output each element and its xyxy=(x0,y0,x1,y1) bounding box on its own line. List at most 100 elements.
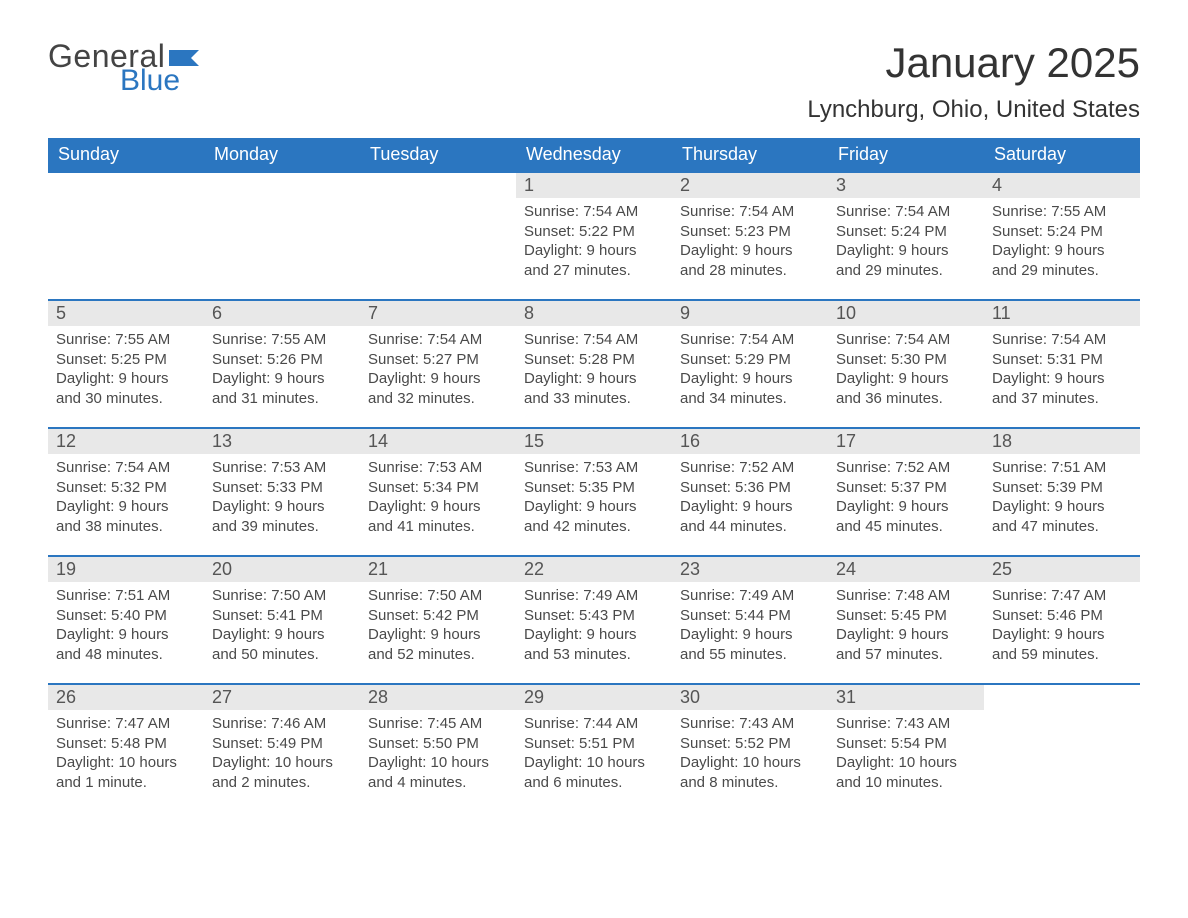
weekday-header: Friday xyxy=(828,138,984,172)
sunset-text: Sunset: 5:40 PM xyxy=(56,606,196,626)
calendar-cell: 8Sunrise: 7:54 AMSunset: 5:28 PMDaylight… xyxy=(516,300,672,428)
daylight-text: Daylight: 9 hours and 30 minutes. xyxy=(56,369,196,408)
sunrise-text: Sunrise: 7:55 AM xyxy=(56,330,196,350)
daylight-text: Daylight: 9 hours and 36 minutes. xyxy=(836,369,976,408)
weekday-header: Thursday xyxy=(672,138,828,172)
day-number: 5 xyxy=(48,301,204,326)
day-body: Sunrise: 7:44 AMSunset: 5:51 PMDaylight:… xyxy=(516,710,672,798)
day-body: Sunrise: 7:54 AMSunset: 5:22 PMDaylight:… xyxy=(516,198,672,286)
day-number: 1 xyxy=(516,173,672,198)
calendar-cell: 16Sunrise: 7:52 AMSunset: 5:36 PMDayligh… xyxy=(672,428,828,556)
sunrise-text: Sunrise: 7:53 AM xyxy=(212,458,352,478)
calendar-cell: 7Sunrise: 7:54 AMSunset: 5:27 PMDaylight… xyxy=(360,300,516,428)
weekday-header-row: SundayMondayTuesdayWednesdayThursdayFrid… xyxy=(48,138,1140,172)
sunset-text: Sunset: 5:23 PM xyxy=(680,222,820,242)
daylight-text: Daylight: 9 hours and 42 minutes. xyxy=(524,497,664,536)
calendar-cell xyxy=(204,172,360,300)
sunset-text: Sunset: 5:43 PM xyxy=(524,606,664,626)
calendar-cell: 25Sunrise: 7:47 AMSunset: 5:46 PMDayligh… xyxy=(984,556,1140,684)
calendar-cell xyxy=(984,684,1140,812)
day-number: 4 xyxy=(984,173,1140,198)
sunrise-text: Sunrise: 7:51 AM xyxy=(992,458,1132,478)
day-body: Sunrise: 7:54 AMSunset: 5:30 PMDaylight:… xyxy=(828,326,984,414)
sunset-text: Sunset: 5:41 PM xyxy=(212,606,352,626)
day-number: 9 xyxy=(672,301,828,326)
sunset-text: Sunset: 5:50 PM xyxy=(368,734,508,754)
weekday-header: Tuesday xyxy=(360,138,516,172)
daylight-text: Daylight: 9 hours and 53 minutes. xyxy=(524,625,664,664)
day-body: Sunrise: 7:50 AMSunset: 5:42 PMDaylight:… xyxy=(360,582,516,670)
day-body: Sunrise: 7:54 AMSunset: 5:31 PMDaylight:… xyxy=(984,326,1140,414)
calendar-cell: 21Sunrise: 7:50 AMSunset: 5:42 PMDayligh… xyxy=(360,556,516,684)
daylight-text: Daylight: 9 hours and 57 minutes. xyxy=(836,625,976,664)
sunset-text: Sunset: 5:26 PM xyxy=(212,350,352,370)
sunrise-text: Sunrise: 7:54 AM xyxy=(680,202,820,222)
calendar-cell: 20Sunrise: 7:50 AMSunset: 5:41 PMDayligh… xyxy=(204,556,360,684)
daylight-text: Daylight: 9 hours and 27 minutes. xyxy=(524,241,664,280)
day-body: Sunrise: 7:54 AMSunset: 5:24 PMDaylight:… xyxy=(828,198,984,286)
calendar-cell: 2Sunrise: 7:54 AMSunset: 5:23 PMDaylight… xyxy=(672,172,828,300)
calendar-cell: 27Sunrise: 7:46 AMSunset: 5:49 PMDayligh… xyxy=(204,684,360,812)
sunrise-text: Sunrise: 7:48 AM xyxy=(836,586,976,606)
sunset-text: Sunset: 5:27 PM xyxy=(368,350,508,370)
day-number: 28 xyxy=(360,685,516,710)
day-body: Sunrise: 7:49 AMSunset: 5:44 PMDaylight:… xyxy=(672,582,828,670)
sunset-text: Sunset: 5:24 PM xyxy=(992,222,1132,242)
sunrise-text: Sunrise: 7:50 AM xyxy=(212,586,352,606)
day-number: 8 xyxy=(516,301,672,326)
sunset-text: Sunset: 5:28 PM xyxy=(524,350,664,370)
daylight-text: Daylight: 9 hours and 48 minutes. xyxy=(56,625,196,664)
sunset-text: Sunset: 5:34 PM xyxy=(368,478,508,498)
sunrise-text: Sunrise: 7:54 AM xyxy=(368,330,508,350)
sunrise-text: Sunrise: 7:44 AM xyxy=(524,714,664,734)
weekday-header: Monday xyxy=(204,138,360,172)
weekday-header: Wednesday xyxy=(516,138,672,172)
calendar-cell: 1Sunrise: 7:54 AMSunset: 5:22 PMDaylight… xyxy=(516,172,672,300)
calendar-cell: 23Sunrise: 7:49 AMSunset: 5:44 PMDayligh… xyxy=(672,556,828,684)
sunrise-text: Sunrise: 7:45 AM xyxy=(368,714,508,734)
day-body: Sunrise: 7:54 AMSunset: 5:23 PMDaylight:… xyxy=(672,198,828,286)
daylight-text: Daylight: 9 hours and 47 minutes. xyxy=(992,497,1132,536)
calendar-row: 1Sunrise: 7:54 AMSunset: 5:22 PMDaylight… xyxy=(48,172,1140,300)
sunrise-text: Sunrise: 7:47 AM xyxy=(56,714,196,734)
day-number: 26 xyxy=(48,685,204,710)
sunrise-text: Sunrise: 7:46 AM xyxy=(212,714,352,734)
daylight-text: Daylight: 10 hours and 4 minutes. xyxy=(368,753,508,792)
calendar-cell: 10Sunrise: 7:54 AMSunset: 5:30 PMDayligh… xyxy=(828,300,984,428)
day-number: 13 xyxy=(204,429,360,454)
sunrise-text: Sunrise: 7:54 AM xyxy=(524,202,664,222)
day-body: Sunrise: 7:54 AMSunset: 5:28 PMDaylight:… xyxy=(516,326,672,414)
day-body: Sunrise: 7:55 AMSunset: 5:26 PMDaylight:… xyxy=(204,326,360,414)
daylight-text: Daylight: 9 hours and 55 minutes. xyxy=(680,625,820,664)
calendar-cell: 24Sunrise: 7:48 AMSunset: 5:45 PMDayligh… xyxy=(828,556,984,684)
sunset-text: Sunset: 5:33 PM xyxy=(212,478,352,498)
sunset-text: Sunset: 5:29 PM xyxy=(680,350,820,370)
calendar-row: 12Sunrise: 7:54 AMSunset: 5:32 PMDayligh… xyxy=(48,428,1140,556)
daylight-text: Daylight: 9 hours and 34 minutes. xyxy=(680,369,820,408)
day-number: 15 xyxy=(516,429,672,454)
day-body: Sunrise: 7:53 AMSunset: 5:34 PMDaylight:… xyxy=(360,454,516,542)
sunset-text: Sunset: 5:44 PM xyxy=(680,606,820,626)
sunrise-text: Sunrise: 7:52 AM xyxy=(680,458,820,478)
sunset-text: Sunset: 5:54 PM xyxy=(836,734,976,754)
sunrise-text: Sunrise: 7:47 AM xyxy=(992,586,1132,606)
sunset-text: Sunset: 5:35 PM xyxy=(524,478,664,498)
day-number: 22 xyxy=(516,557,672,582)
calendar-cell: 22Sunrise: 7:49 AMSunset: 5:43 PMDayligh… xyxy=(516,556,672,684)
day-number: 25 xyxy=(984,557,1140,582)
weekday-header: Saturday xyxy=(984,138,1140,172)
brand-blue: Blue xyxy=(120,66,203,96)
day-body: Sunrise: 7:51 AMSunset: 5:40 PMDaylight:… xyxy=(48,582,204,670)
day-number: 18 xyxy=(984,429,1140,454)
calendar-cell xyxy=(360,172,516,300)
calendar-cell: 19Sunrise: 7:51 AMSunset: 5:40 PMDayligh… xyxy=(48,556,204,684)
sunset-text: Sunset: 5:24 PM xyxy=(836,222,976,242)
calendar-cell: 3Sunrise: 7:54 AMSunset: 5:24 PMDaylight… xyxy=(828,172,984,300)
sunrise-text: Sunrise: 7:54 AM xyxy=(680,330,820,350)
day-body: Sunrise: 7:55 AMSunset: 5:25 PMDaylight:… xyxy=(48,326,204,414)
calendar-cell: 13Sunrise: 7:53 AMSunset: 5:33 PMDayligh… xyxy=(204,428,360,556)
calendar-row: 5Sunrise: 7:55 AMSunset: 5:25 PMDaylight… xyxy=(48,300,1140,428)
daylight-text: Daylight: 10 hours and 10 minutes. xyxy=(836,753,976,792)
day-body: Sunrise: 7:45 AMSunset: 5:50 PMDaylight:… xyxy=(360,710,516,798)
daylight-text: Daylight: 9 hours and 41 minutes. xyxy=(368,497,508,536)
